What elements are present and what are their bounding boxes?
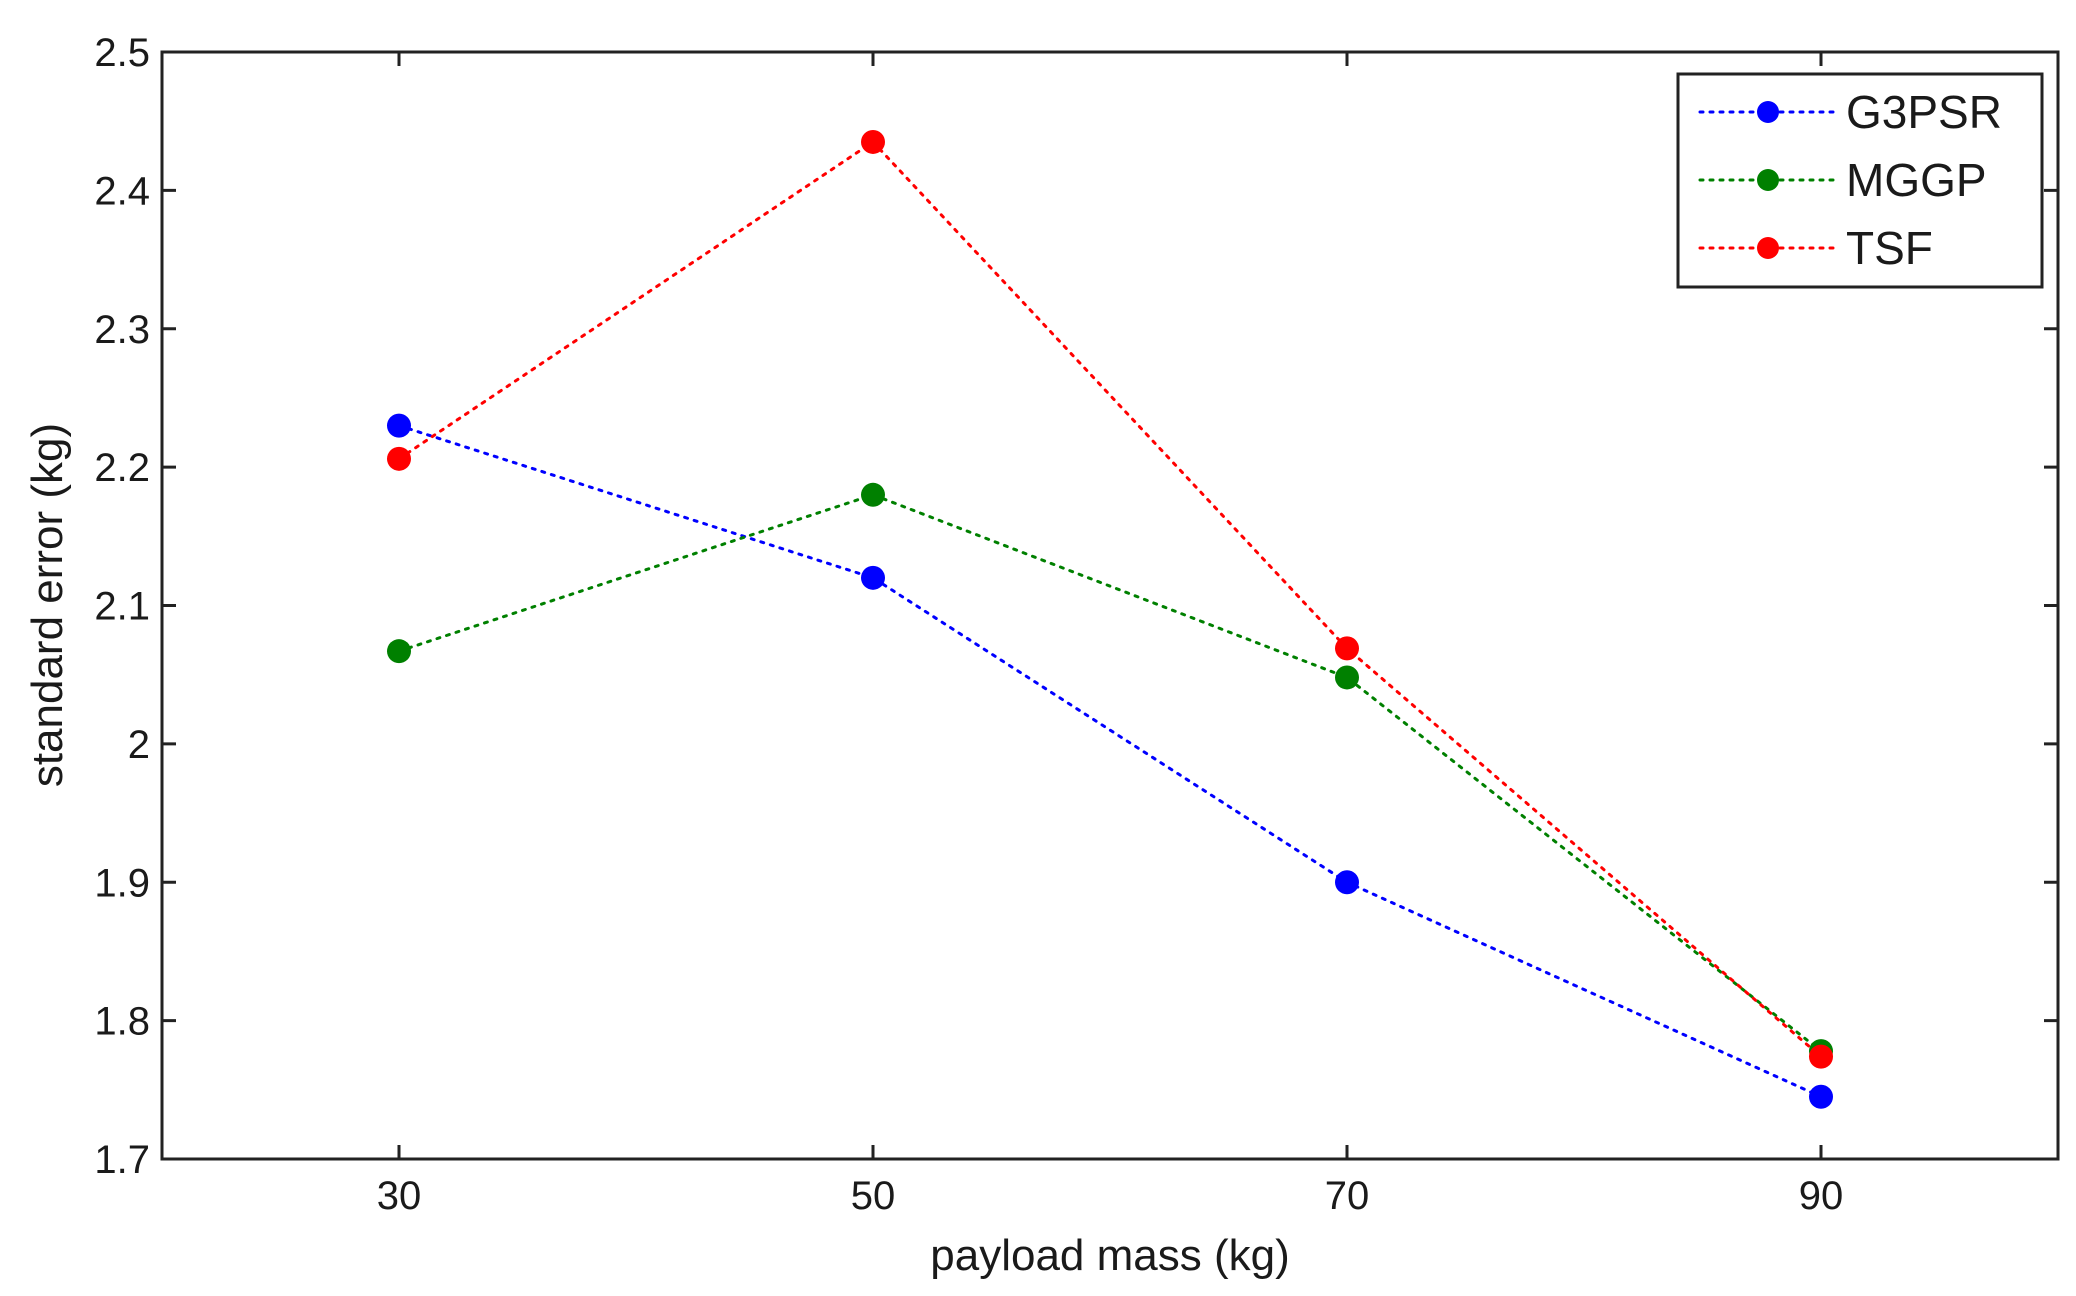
y-tick-label: 1.8 bbox=[94, 1000, 150, 1044]
legend-label-tsf: TSF bbox=[1846, 222, 1933, 274]
y-tick-label: 1.9 bbox=[94, 861, 150, 905]
y-tick-label: 2 bbox=[128, 723, 150, 767]
y-tick-label: 2.3 bbox=[94, 308, 150, 352]
legend-label-g3psr: G3PSR bbox=[1846, 86, 2002, 138]
y-tick-label: 2.2 bbox=[94, 446, 150, 490]
data-point-g3psr bbox=[1809, 1084, 1833, 1109]
data-point-tsf bbox=[861, 129, 885, 154]
series-line-g3psr bbox=[397, 424, 1823, 1099]
data-point-tsf bbox=[1809, 1044, 1833, 1069]
data-point-g3psr bbox=[387, 413, 411, 438]
x-tick-label: 30 bbox=[377, 1174, 422, 1218]
data-point-mggp bbox=[861, 482, 885, 507]
x-tick-label: 70 bbox=[1325, 1174, 1370, 1218]
data-point-g3psr bbox=[1335, 870, 1359, 895]
legend: G3PSR MGGP TSF bbox=[1676, 72, 2044, 289]
legend-label-mggp: MGGP bbox=[1846, 154, 1987, 206]
y-axis-label: standard error (kg) bbox=[23, 423, 72, 787]
data-point-tsf bbox=[1335, 636, 1359, 661]
axis-ticks: 30 50 70 90 1.7 1.8 1.9 2 2.1 2.2 2.3 2.4 2.5 bbox=[94, 31, 2058, 1218]
data-point-mggp bbox=[387, 639, 411, 664]
series-line-mggp bbox=[397, 493, 1823, 1053]
x-tick-label: 50 bbox=[851, 1174, 896, 1218]
x-tick-label: 90 bbox=[1799, 1174, 1844, 1218]
y-tick-label: 2.4 bbox=[94, 169, 150, 213]
legend-marker-g3psr bbox=[1757, 101, 1779, 123]
legend-marker-mggp bbox=[1757, 169, 1779, 191]
y-tick-label: 2.5 bbox=[94, 31, 150, 75]
data-point-g3psr bbox=[861, 565, 885, 590]
data-point-mggp bbox=[1335, 665, 1359, 690]
data-point-tsf bbox=[387, 446, 411, 471]
x-axis-label: payload mass (kg) bbox=[930, 1231, 1289, 1280]
y-tick-label: 2.1 bbox=[94, 585, 150, 629]
series-layer bbox=[387, 129, 1833, 1109]
legend-marker-tsf bbox=[1757, 237, 1779, 259]
y-tick-label: 1.7 bbox=[94, 1138, 150, 1182]
